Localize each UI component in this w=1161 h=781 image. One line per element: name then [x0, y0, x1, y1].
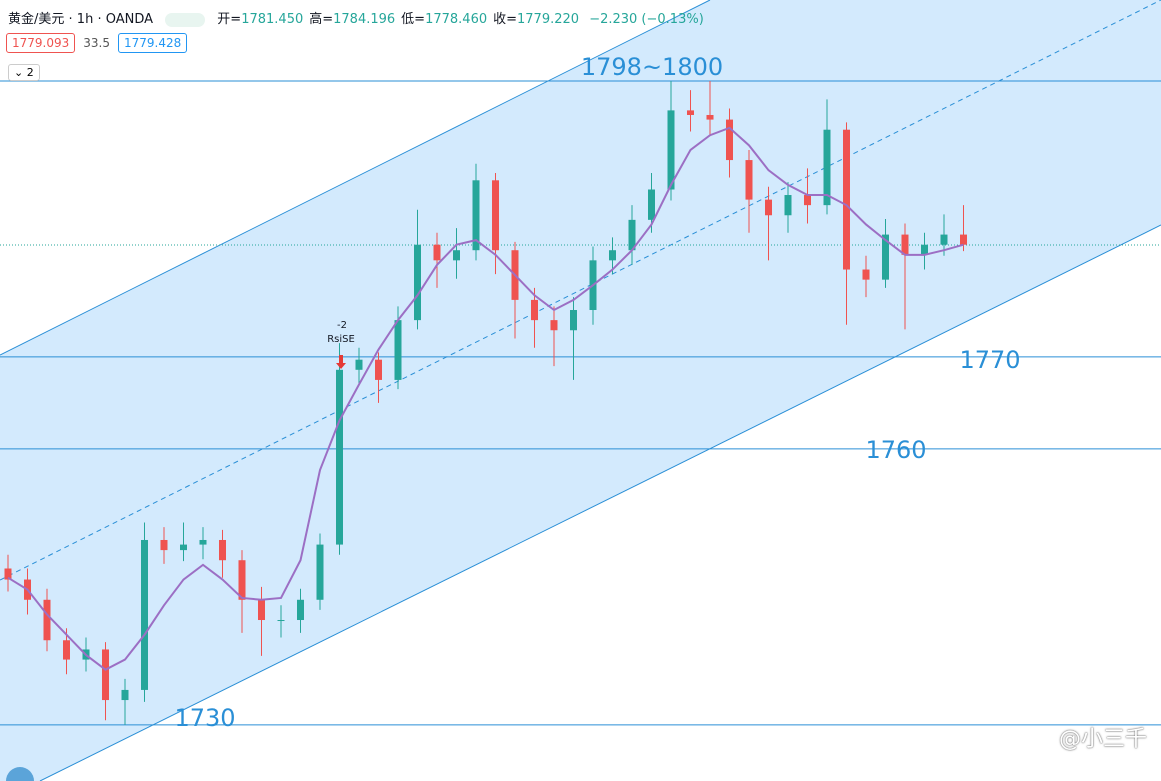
candle-body	[706, 114, 714, 120]
status-pill[interactable]	[165, 12, 206, 27]
candle-body	[804, 195, 811, 206]
candle-body	[882, 234, 889, 280]
candle-body	[960, 234, 967, 245]
candle-body	[823, 129, 831, 206]
ohlc-label: 低=	[401, 12, 426, 27]
candle-body	[492, 180, 499, 251]
candle-body	[102, 649, 109, 701]
channel-mid	[0, 0, 1161, 581]
candle-body	[687, 110, 694, 115]
candle-body	[472, 180, 480, 251]
candle-body	[531, 299, 538, 321]
candle-body	[745, 160, 753, 200]
candle-body	[843, 129, 850, 270]
candles	[4, 80, 967, 725]
candle-body	[550, 320, 558, 331]
channel-lower	[39, 224, 1161, 781]
source: OANDA	[105, 12, 154, 27]
candle-body	[862, 269, 870, 280]
annotation-text: RsiSE	[327, 334, 355, 345]
candle-body	[4, 568, 12, 580]
candle-body	[63, 640, 70, 660]
level-label: 1760	[865, 436, 926, 464]
candle-body	[199, 539, 207, 545]
symbol: 黄金/美元	[8, 12, 65, 27]
candle-body	[277, 620, 285, 622]
candle-body	[453, 250, 460, 261]
ohlc: 开=1781.450 高=1784.196 低=1778.460 收=1779.220	[217, 12, 585, 27]
candle-body	[940, 234, 948, 245]
candle-body	[375, 359, 382, 380]
header: 黄金/美元 · 1h · OANDA 开=1781.450 高=1784.196 低…	[8, 12, 704, 27]
candle-body	[667, 110, 675, 190]
candle-body	[121, 689, 129, 701]
candle-body	[648, 189, 655, 220]
ohlc-value: 1781.450	[241, 12, 304, 27]
candle-body	[141, 539, 148, 690]
change: −2.230 (−0.13%)	[589, 12, 704, 27]
candle-body	[355, 359, 363, 370]
candle-body	[433, 244, 441, 261]
candle-body	[921, 244, 928, 255]
indicator-toggle[interactable]: ⌄ 2	[8, 64, 40, 81]
level-label: 1730	[174, 704, 235, 732]
level-label: 1770	[959, 346, 1020, 374]
interval: 1h	[76, 12, 94, 27]
ohlc-label: 开=	[217, 12, 242, 27]
ohlc-value: 1784.196	[333, 12, 396, 27]
candle-body	[336, 369, 343, 545]
annotation-count: -2	[337, 320, 347, 331]
candle-body	[180, 544, 187, 551]
candle-body	[726, 119, 733, 161]
watermark: @小三千	[1058, 727, 1147, 752]
candle-body	[43, 599, 51, 641]
indicator-count: 2	[26, 66, 34, 79]
ohlc-label: 高=	[309, 12, 334, 27]
candle-body	[297, 599, 304, 621]
candle-body	[414, 244, 421, 321]
channel-upper	[0, 0, 711, 356]
ohlc-label: 收=	[493, 12, 518, 27]
ohlc-value: 1778.460	[425, 12, 488, 27]
ohlc-value: 1779.220	[517, 12, 580, 27]
candle-body	[238, 560, 246, 600]
ask[interactable]: 1779.428	[117, 33, 188, 53]
candle-body	[784, 195, 792, 216]
candle-body	[765, 199, 772, 216]
candle-body	[258, 599, 265, 621]
candle-body	[394, 320, 402, 380]
bid[interactable]: 1779.093	[6, 33, 76, 53]
candle-body	[628, 219, 636, 251]
quote-row: 1779.093 33.5 1779.428	[6, 33, 188, 53]
candle-body	[160, 539, 168, 551]
candle-body	[219, 539, 226, 561]
level-label: 1798~1800	[581, 53, 723, 81]
candle-body	[316, 544, 324, 600]
logo	[6, 767, 34, 781]
candle-body	[570, 310, 577, 331]
spread: 33.5	[83, 36, 110, 50]
candle-body	[609, 250, 616, 261]
signal-arrow	[336, 355, 346, 369]
levels: 1798~1800 1770 1760 1730	[0, 53, 1161, 732]
candle-body	[901, 234, 909, 255]
moving-average	[7, 126, 964, 671]
